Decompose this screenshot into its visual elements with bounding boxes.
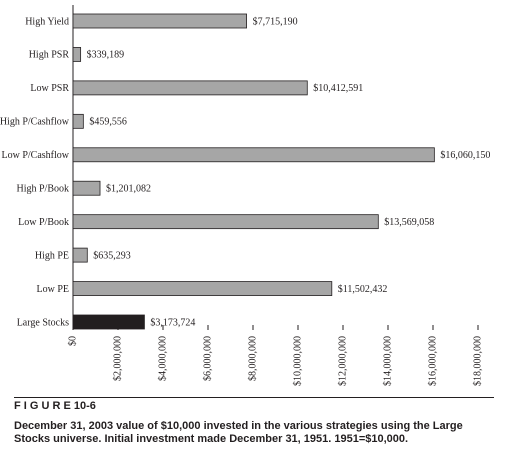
x-tick-label: $8,000,000 (247, 336, 258, 381)
caption: December 31, 2003 value of $10,000 inves… (14, 420, 463, 445)
x-tick-label: $6,000,000 (202, 336, 213, 381)
bar (72, 13, 247, 29)
value-label: $13,569,058 (384, 217, 434, 228)
value-label: $1,201,082 (106, 184, 151, 195)
bar (72, 47, 82, 62)
value-label: $3,173,724 (150, 317, 195, 328)
y-tick-label: High P/Book (16, 184, 69, 195)
y-tick-label: High PE (35, 250, 69, 261)
bar (72, 314, 145, 330)
value-label: $339,189 (87, 50, 125, 61)
value-label: $11,502,432 (338, 284, 388, 295)
x-tick-label: $14,000,000 (382, 336, 393, 386)
y-tick-label: Low P/Book (18, 217, 69, 228)
bar (72, 147, 435, 163)
x-tick-label: $18,000,000 (472, 336, 483, 386)
chart: $0 $2,000,000 $4,000,000 $6,000,000 $8,000,0… (0, 5, 490, 386)
bar (72, 214, 379, 230)
value-label: $7,715,190 (253, 16, 298, 27)
y-tick-label: Low P/Cashflow (2, 150, 70, 161)
x-tick-label: $16,000,000 (427, 336, 438, 386)
bar (72, 281, 333, 296)
x-tick-label: $10,000,000 (292, 336, 303, 386)
x-tick-label: $4,000,000 (157, 336, 168, 381)
x-tick-label: $12,000,000 (337, 336, 348, 386)
value-label: $16,060,150 (440, 150, 490, 161)
value-label: $635,293 (93, 250, 131, 261)
y-tick-label: High Yield (25, 16, 69, 27)
y-tick-label: Large Stocks (17, 317, 69, 328)
bar (72, 80, 308, 96)
figure-label: F I G U R E 10-6 (14, 397, 494, 412)
y-tick-label: High PSR (29, 50, 70, 61)
bar (72, 180, 101, 196)
value-label: $459,556 (89, 117, 127, 128)
value-label: $10,412,591 (313, 83, 363, 94)
y-tick-label: Low PSR (30, 83, 69, 94)
y-tick-label: High P/Cashflow (0, 117, 70, 128)
bar (72, 113, 84, 129)
y-tick-label: Low PE (37, 284, 70, 295)
x-tick-label: $2,000,000 (112, 336, 123, 381)
x-tick-label: $0 (67, 336, 78, 346)
bar (72, 247, 88, 263)
